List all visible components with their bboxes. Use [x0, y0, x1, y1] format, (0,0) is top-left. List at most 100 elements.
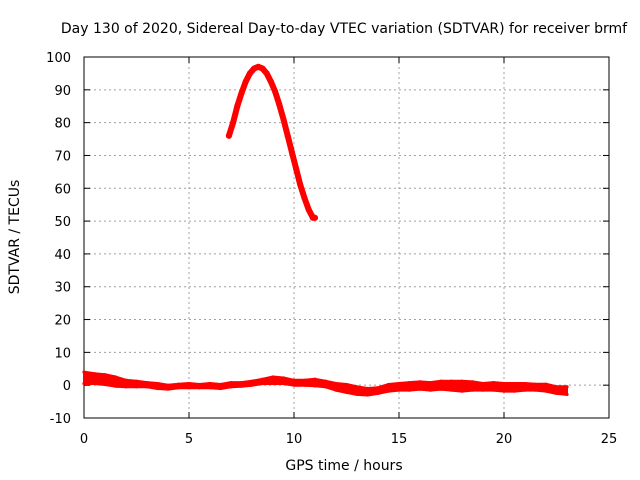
low-band-point	[460, 379, 464, 383]
x-axis-label: GPS time / hours	[285, 458, 402, 474]
low-band-point	[344, 382, 349, 387]
y-tick-label: 50	[54, 215, 71, 230]
low-band-point	[229, 385, 233, 389]
low-band-point	[155, 381, 160, 386]
low-band-point	[145, 380, 149, 385]
low-band-point	[145, 385, 149, 389]
low-band-point	[113, 375, 118, 379]
y-tick-label: 40	[54, 248, 71, 263]
low-band-point	[134, 379, 139, 383]
y-tick-label: 60	[54, 182, 71, 197]
low-band-point	[323, 385, 328, 389]
high-arc-point	[267, 78, 274, 85]
low-band-point	[439, 387, 443, 391]
low-band-point	[397, 381, 401, 386]
low-band-point	[544, 389, 548, 393]
x-tick-label: 20	[496, 432, 513, 447]
x-tick-label: 15	[391, 432, 408, 447]
low-band-point	[260, 377, 265, 381]
low-band-point	[197, 386, 202, 390]
low-band-point	[544, 382, 548, 386]
low-band-point	[491, 388, 496, 392]
low-band-point	[281, 381, 286, 386]
chart-title: Day 130 of 2020, Sidereal Day-to-day VTE…	[61, 21, 628, 37]
low-band-point	[113, 384, 118, 388]
low-band-point	[407, 388, 412, 392]
data-series	[82, 63, 569, 397]
low-band-point	[334, 388, 338, 392]
low-band-point	[82, 370, 86, 374]
grid	[84, 57, 609, 418]
y-tick-label: -10	[50, 412, 71, 427]
low-band-point	[239, 384, 244, 388]
y-tick-label: 70	[54, 149, 71, 164]
high-arc-point	[246, 70, 253, 77]
high-arc-point	[263, 70, 270, 77]
low-band-point	[155, 386, 160, 391]
high-arc-point	[276, 101, 283, 108]
low-band-point	[365, 393, 370, 397]
low-band-point	[533, 388, 538, 392]
high-arc-point	[234, 103, 241, 110]
high-arc-point	[238, 90, 245, 97]
low-band-point	[355, 385, 359, 389]
low-band-point	[481, 381, 485, 386]
low-band-point	[512, 381, 517, 386]
low-band-point	[103, 382, 107, 387]
high-arc-point	[225, 132, 232, 139]
low-band-point	[512, 389, 517, 393]
low-band-point	[187, 381, 191, 386]
low-band-point	[554, 385, 559, 389]
low-band-point	[166, 383, 170, 387]
high-arc-point	[305, 206, 312, 213]
low-band-point	[460, 389, 464, 393]
low-band-point	[302, 383, 307, 387]
low-band-point	[292, 383, 296, 387]
x-tick-label: 5	[185, 432, 193, 447]
low-band-point	[124, 385, 128, 389]
low-band-point	[449, 379, 454, 383]
high-arc-point	[242, 78, 249, 85]
low-band-point	[481, 388, 485, 392]
y-axis-label: SDTVAR / TECUs	[7, 180, 23, 295]
low-band-point	[124, 378, 128, 382]
low-band-point	[281, 376, 286, 380]
y-tick-label: 20	[54, 314, 71, 329]
low-band-point	[502, 389, 506, 393]
low-band-point	[428, 380, 433, 385]
high-arc-point	[312, 214, 318, 221]
low-band-point	[334, 381, 338, 386]
low-band-point	[502, 381, 506, 386]
low-band-point	[365, 386, 370, 391]
low-band-point	[470, 380, 475, 384]
high-arc-point	[272, 88, 279, 95]
low-band-point	[82, 381, 86, 386]
low-band-point	[292, 378, 296, 382]
low-band-point	[323, 379, 328, 383]
low-band-point	[449, 388, 454, 392]
low-band-point	[134, 385, 139, 389]
low-band-point	[103, 373, 107, 377]
high-arc-point	[284, 132, 291, 139]
low-band-point	[271, 375, 275, 379]
plot-frame	[83, 56, 610, 419]
low-band-point	[229, 380, 233, 385]
x-tick-label: 25	[601, 432, 618, 447]
low-band-point	[250, 383, 254, 387]
low-band-point	[470, 388, 475, 392]
low-band-point	[344, 390, 349, 395]
high-arc-point	[280, 116, 287, 123]
low-band-point	[187, 386, 191, 390]
low-band-point	[208, 386, 212, 390]
low-band-point	[533, 382, 538, 386]
low-band-point	[565, 385, 569, 389]
low-band-point	[439, 379, 443, 383]
axis-ticks: 0 5 10 15 20 25 -10 0 10 20 30 40 50 60 70 80 90 100	[46, 51, 617, 447]
low-band-point	[386, 382, 391, 387]
y-tick-label: 100	[46, 51, 71, 66]
low-band-point	[554, 391, 559, 395]
low-band-point	[313, 384, 317, 388]
high-arc-point	[297, 181, 304, 188]
y-tick-label: 90	[54, 84, 71, 99]
low-band-point	[271, 381, 275, 386]
